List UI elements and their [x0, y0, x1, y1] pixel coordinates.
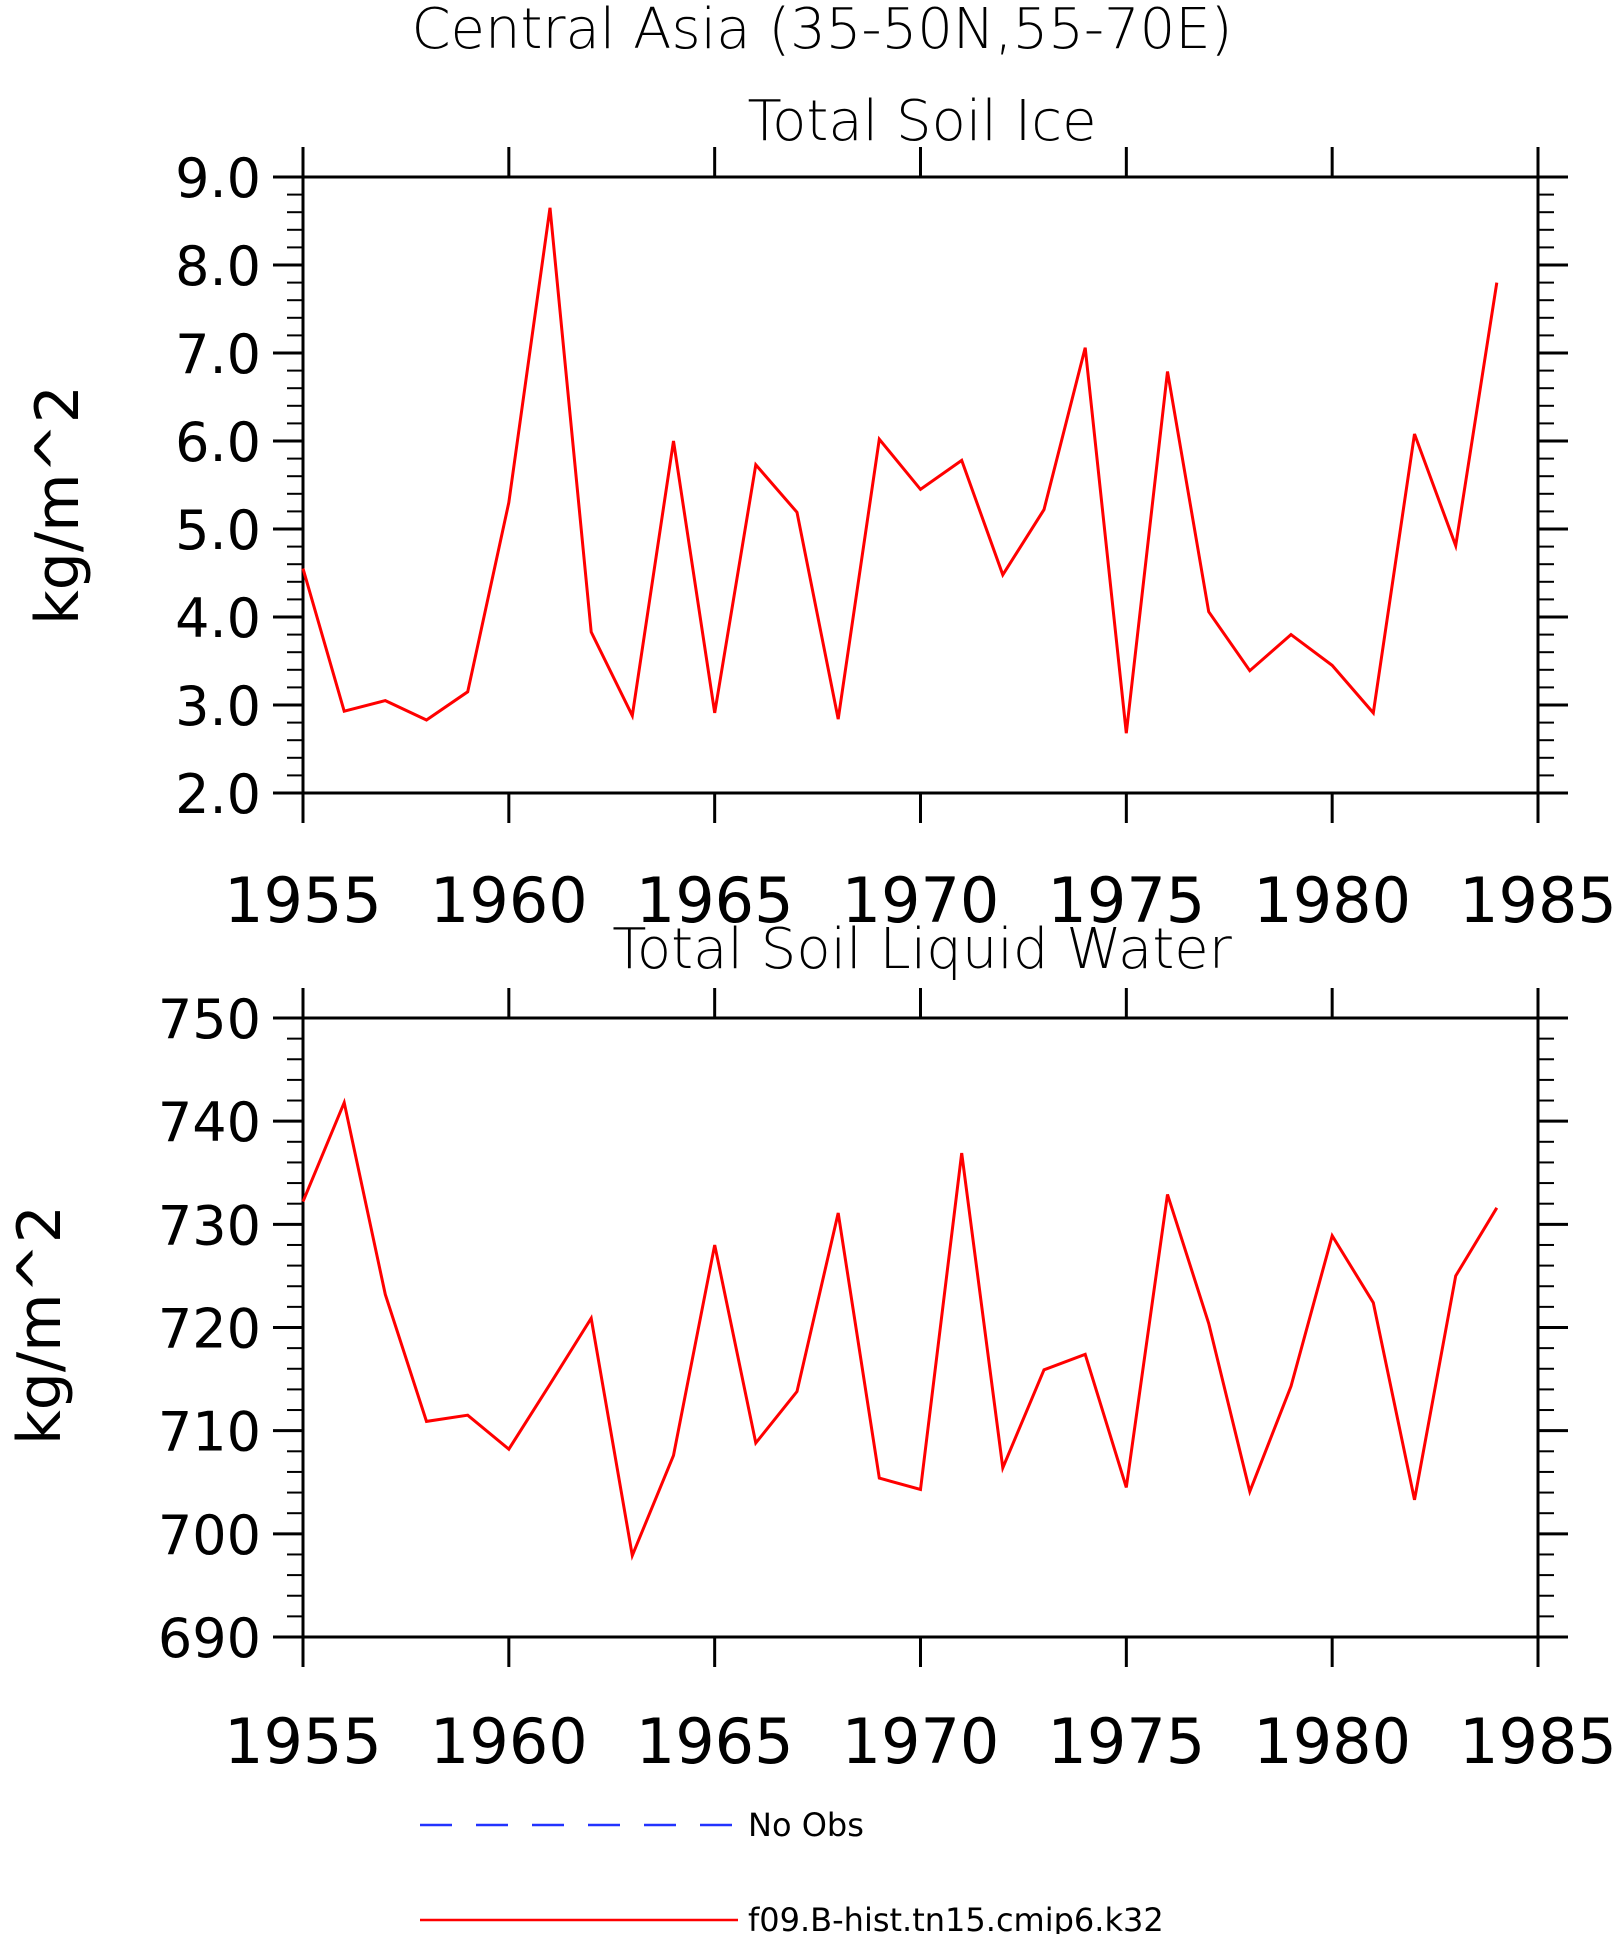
panel-total-soil-liquid-water: Total Soil Liquid Water kg/m^2 1955 1960 1…: [5, 917, 1617, 1778]
series-group: [301, 1097, 1499, 1561]
x-tick-label: 1985: [1459, 1705, 1617, 1778]
series-line: [301, 207, 1499, 734]
y-tick-label: 720: [158, 1298, 261, 1361]
y-tick-label: 5.0: [175, 499, 261, 562]
chart-title: Total Soil Ice: [747, 89, 1096, 154]
x-tick-label: 1985: [1459, 864, 1617, 937]
y-tick-label: 7.0: [175, 323, 261, 386]
x-tick-label: 1960: [430, 864, 588, 937]
x-tick-label: 1955: [224, 864, 382, 937]
plot-frame: [301, 1016, 1540, 1639]
series-line: [301, 1097, 1499, 1561]
x-tick-label: 1975: [1047, 864, 1205, 937]
x-tick-label: 1970: [842, 1705, 1000, 1778]
y-tick-label: 4.0: [175, 587, 261, 650]
legend-label-model: f09.B-hist.tn15.cmip6.k32: [748, 1901, 1164, 1934]
x-tick-label: 1970: [842, 864, 1000, 937]
series-group: [301, 207, 1499, 734]
y-tick-label: 740: [158, 1091, 261, 1154]
y-tick-label: 9.0: [175, 147, 261, 210]
y-axis-label: kg/m^2: [23, 385, 93, 625]
y-axis-label: kg/m^2: [5, 1205, 75, 1445]
x-tick-label: 1965: [636, 864, 794, 937]
y-tick-label: 730: [158, 1194, 261, 1257]
legend: No Obs f09.B-hist.tn15.cmip6.k32: [420, 1806, 1164, 1934]
x-tick-label: 1960: [430, 1705, 588, 1778]
x-tick-label: 1955: [224, 1705, 382, 1778]
y-tick-label: 3.0: [175, 675, 261, 738]
y-tick-label: 8.0: [175, 235, 261, 298]
legend-label-no-obs: No Obs: [748, 1806, 864, 1844]
y-tick-label: 700: [158, 1504, 261, 1567]
x-tick-label: 1980: [1253, 1705, 1411, 1778]
figure-title: Central Asia (35-50N,55-70E): [411, 0, 1232, 62]
y-tick-label: 690: [158, 1607, 261, 1670]
axes: 1955 1960 1965 1970 1975 1980 1985 2.0 3.0 4.0 5.0…: [175, 147, 1617, 937]
axes: 1955 1960 1965 1970 1975 1980 1985 690 700 710 720…: [158, 988, 1617, 1778]
chart-title: Total Soil Liquid Water: [612, 917, 1232, 982]
x-tick-label: 1975: [1047, 1705, 1205, 1778]
y-tick-label: 6.0: [175, 411, 261, 474]
y-tick-label: 750: [158, 988, 261, 1051]
y-tick-label: 2.0: [175, 763, 261, 826]
x-tick-label: 1980: [1253, 864, 1411, 937]
panel-total-soil-ice: Total Soil Ice kg/m^2 1955 1960 1965 1970 19…: [23, 89, 1617, 937]
y-tick-label: 710: [158, 1401, 261, 1464]
x-tick-label: 1965: [636, 1705, 794, 1778]
plot-frame: [301, 175, 1540, 795]
